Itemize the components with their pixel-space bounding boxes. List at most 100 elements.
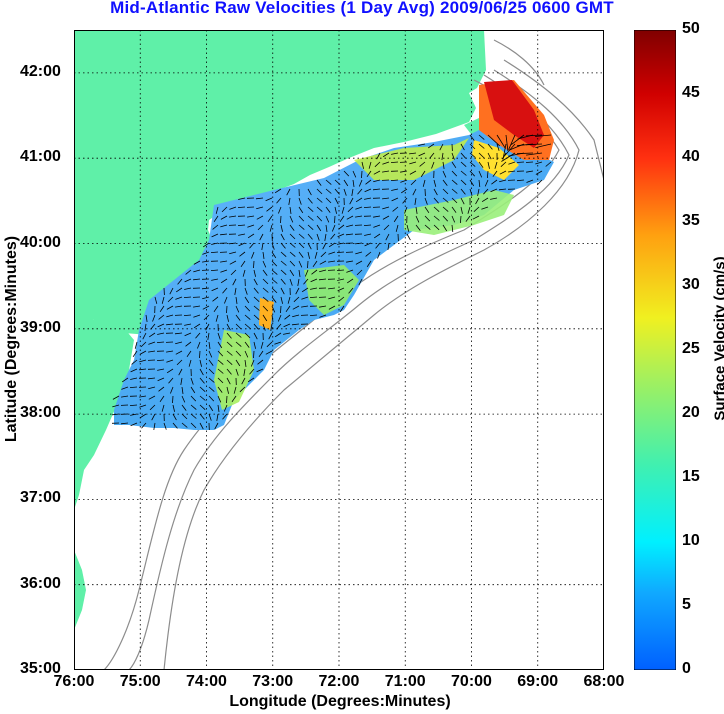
velocity-vector: [373, 215, 381, 218]
velocity-vector: [487, 170, 489, 179]
velocity-vector: [307, 260, 309, 269]
velocity-vector: [262, 287, 269, 293]
velocity-colorbar: [634, 30, 676, 670]
velocity-vector: [139, 395, 147, 398]
velocity-vector: [220, 260, 228, 263]
velocity-vector: [199, 422, 204, 430]
velocity-vector: [311, 269, 318, 275]
velocity-vector: [149, 404, 156, 411]
velocity-vector: [303, 278, 309, 285]
velocity-vector: [148, 350, 156, 353]
velocity-vector: [343, 179, 349, 187]
velocity-vector: [469, 179, 475, 187]
velocity-vector: [526, 179, 534, 183]
velocity-vector: [505, 134, 509, 151]
velocity-vector: [208, 404, 214, 412]
velocity-vector: [221, 206, 228, 213]
velocity-vector: [433, 197, 439, 204]
velocity-vector: [481, 206, 489, 210]
velocity-vector: [168, 377, 174, 384]
velocity-vector: [141, 422, 147, 429]
velocity-vector: [235, 368, 239, 376]
velocity-vector: [120, 422, 129, 425]
velocity-vector: [355, 260, 363, 265]
velocity-vector: [325, 188, 332, 194]
velocity-region-south-edge: [214, 330, 254, 410]
velocity-vector: [235, 296, 238, 304]
velocity-vector: [346, 215, 354, 220]
velocity-vector: [424, 206, 430, 214]
velocity-vector: [255, 197, 264, 200]
velocity-vector: [442, 224, 448, 232]
velocity-vector: [502, 152, 507, 160]
velocity-vector: [274, 341, 282, 345]
velocity-vector: [351, 188, 354, 196]
velocity-vector: [185, 269, 192, 275]
velocity-vector: [442, 188, 449, 195]
velocity-vector: [535, 161, 543, 165]
velocity-vector: [140, 341, 147, 348]
velocity-vector: [121, 377, 129, 383]
velocity-vector: [202, 305, 210, 310]
colorbar-tick-label: 0: [682, 660, 691, 677]
velocity-vector: [328, 287, 336, 290]
velocity-vector: [268, 332, 273, 340]
velocity-vector: [319, 314, 327, 318]
velocity-vector: [229, 260, 237, 265]
velocity-vector: [391, 152, 399, 155]
colorbar-tick-label: 25: [682, 340, 700, 357]
velocity-vector: [229, 251, 237, 255]
velocity-vector: [271, 296, 277, 303]
velocity-vector: [365, 179, 372, 185]
velocity-vector: [226, 305, 228, 314]
velocity-vector: [525, 161, 534, 163]
velocity-vector: [175, 296, 183, 300]
velocity-vector: [239, 386, 246, 393]
velocity-vector: [184, 332, 192, 337]
velocity-vector: [460, 179, 467, 186]
velocity-vector: [346, 224, 354, 228]
velocity-vector: [298, 206, 304, 214]
velocity-vector: [382, 215, 390, 220]
velocity-vector: [363, 224, 372, 226]
velocity-vector: [239, 251, 246, 257]
velocity-vector: [508, 170, 516, 173]
velocity-vector: [307, 251, 310, 259]
velocity-vector: [262, 251, 265, 259]
velocity-vector: [343, 188, 347, 196]
velocity-vector: [202, 296, 210, 300]
x-axis-label: Longitude (Degrees:Minutes): [229, 693, 451, 710]
colorbar-tick-label: 10: [682, 532, 700, 549]
velocity-vector: [325, 206, 331, 213]
velocity-vector: [460, 215, 462, 224]
velocity-vector: [193, 260, 201, 265]
velocity-vector: [166, 359, 174, 363]
velocity-vector: [516, 179, 525, 182]
velocity-vector: [424, 215, 431, 222]
velocity-vector: [298, 251, 304, 258]
velocity-vector: [346, 269, 354, 273]
velocity-vector: [494, 161, 498, 169]
velocity-vector: [142, 332, 147, 340]
velocity-region-hotspot-core: [484, 80, 544, 148]
y-tick-label: 36:00: [20, 574, 61, 592]
velocity-vector: [222, 287, 228, 294]
velocity-vector: [208, 386, 215, 392]
velocity-vector: [304, 269, 309, 277]
velocity-vector: [364, 242, 372, 247]
velocity-vector: [392, 206, 399, 212]
velocity-vector: [410, 179, 417, 186]
y-tick-label: 39:00: [20, 318, 61, 336]
velocity-vector: [157, 323, 165, 328]
velocity-vector: [420, 170, 426, 178]
velocity-vector: [363, 206, 372, 208]
velocity-vector: [451, 161, 457, 169]
velocity-vector: [341, 206, 345, 214]
velocity-vector: [337, 233, 345, 238]
velocity-vector: [365, 251, 372, 257]
velocity-vector: [226, 368, 232, 375]
velocity-vector: [226, 377, 231, 385]
velocity-vector: [190, 377, 194, 385]
velocity-vector: [387, 242, 390, 250]
velocity-vector: [316, 224, 322, 232]
